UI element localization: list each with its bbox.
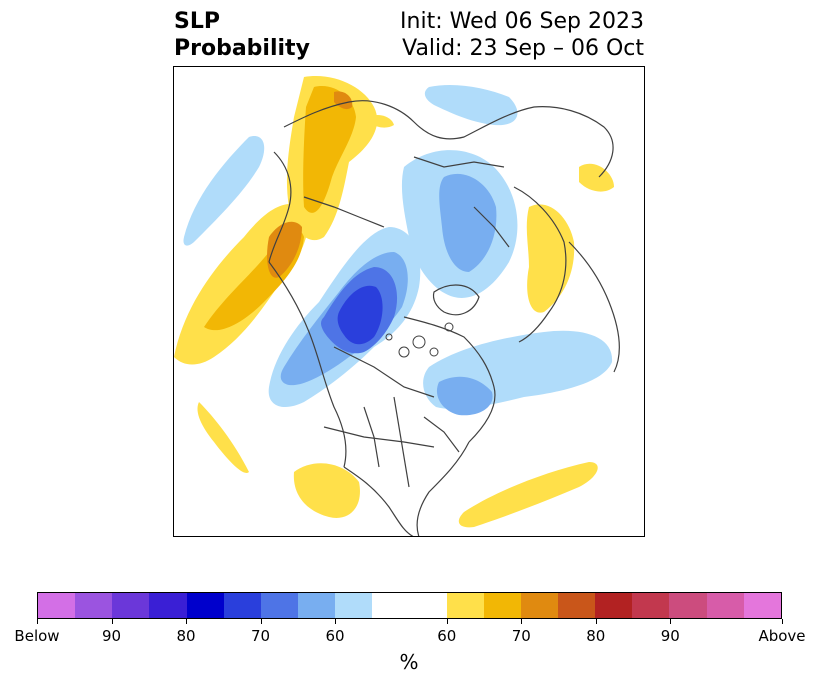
colorbar-segment bbox=[706, 593, 744, 618]
colorbar-segment bbox=[595, 593, 633, 618]
colorbar-tick-label: 60 bbox=[437, 627, 457, 645]
colorbar-tick-label: 80 bbox=[586, 627, 606, 645]
colorbar bbox=[37, 592, 782, 619]
colorbar-tick-label: 80 bbox=[176, 627, 196, 645]
probability-map-svg bbox=[174, 76, 620, 536]
colorbar-segment bbox=[335, 593, 373, 618]
coastlines-borders bbox=[268, 100, 620, 536]
colorbar-segment bbox=[520, 593, 558, 618]
colorbar-segment bbox=[149, 593, 187, 618]
colorbar-tick-mark bbox=[595, 619, 597, 624]
chart-title-left: SLP Probability bbox=[174, 8, 310, 62]
colorbar-tick-label: 60 bbox=[325, 627, 345, 645]
colorbar-segment bbox=[557, 593, 596, 618]
colorbar-segment bbox=[372, 593, 447, 618]
polar-map bbox=[173, 66, 645, 537]
colorbar-tick-mark bbox=[335, 619, 336, 624]
colorbar-segment bbox=[75, 593, 113, 618]
colorbar-segment bbox=[186, 593, 224, 618]
init-date-label: Init: Wed 06 Sep 2023 bbox=[400, 9, 644, 34]
colorbar-tick-label: Below bbox=[14, 627, 60, 645]
islands bbox=[385, 322, 454, 358]
variable-label: SLP bbox=[174, 9, 220, 34]
colorbar-segment bbox=[446, 593, 484, 618]
below-normal-shading bbox=[183, 85, 613, 416]
colorbar-tick-label: 70 bbox=[250, 627, 271, 645]
colorbar-tick-label: 90 bbox=[101, 627, 122, 645]
colorbar-segment bbox=[38, 593, 76, 618]
colorbar-tick-mark bbox=[111, 619, 113, 624]
colorbar-segment bbox=[632, 593, 670, 618]
colorbar-unit-label: % bbox=[399, 650, 419, 674]
colorbar-segment bbox=[260, 593, 298, 618]
colorbar-segment bbox=[112, 593, 150, 618]
product-label: Probability bbox=[174, 36, 310, 61]
colorbar-tick-mark bbox=[446, 619, 448, 624]
colorbar-tick-mark bbox=[670, 619, 672, 624]
colorbar-segment bbox=[297, 593, 336, 618]
colorbar-tick-label: 90 bbox=[660, 627, 680, 645]
valid-date-label: Valid: 23 Sep – 06 Oct bbox=[402, 36, 644, 61]
colorbar-tick-label: 70 bbox=[511, 627, 531, 645]
colorbar-tick-label: Above bbox=[758, 627, 806, 645]
chart-title-right: Init: Wed 06 Sep 2023 Valid: 23 Sep – 06… bbox=[400, 8, 644, 62]
colorbar-tick-mark bbox=[37, 619, 38, 624]
colorbar-tick-mark bbox=[521, 619, 523, 624]
colorbar-segment bbox=[669, 593, 707, 618]
colorbar-segment bbox=[223, 593, 261, 618]
colorbar-segment bbox=[743, 593, 781, 618]
colorbar-tick-mark bbox=[782, 619, 783, 624]
colorbar-tick-mark bbox=[186, 619, 187, 624]
colorbar-tick-mark bbox=[260, 619, 262, 624]
colorbar-segment bbox=[483, 593, 521, 618]
